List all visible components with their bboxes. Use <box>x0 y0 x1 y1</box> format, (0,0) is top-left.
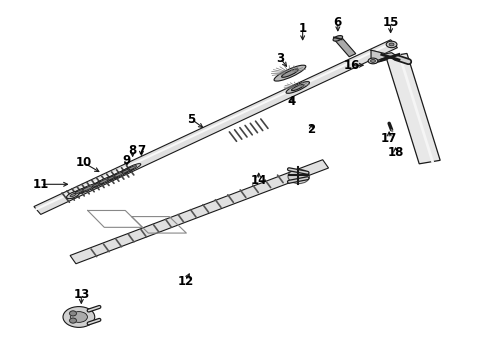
Text: 15: 15 <box>382 16 399 29</box>
Polygon shape <box>70 160 328 264</box>
Ellipse shape <box>113 172 123 177</box>
Ellipse shape <box>368 58 378 64</box>
Ellipse shape <box>77 184 97 193</box>
Ellipse shape <box>98 179 108 184</box>
Ellipse shape <box>74 190 83 194</box>
Ellipse shape <box>63 307 95 327</box>
Text: 4: 4 <box>288 95 296 108</box>
Text: 6: 6 <box>334 16 342 29</box>
Text: 11: 11 <box>33 178 49 191</box>
Polygon shape <box>335 37 356 57</box>
Text: 2: 2 <box>307 123 316 136</box>
Ellipse shape <box>122 163 141 173</box>
Ellipse shape <box>106 176 115 180</box>
Ellipse shape <box>70 193 76 197</box>
Ellipse shape <box>282 69 298 77</box>
Ellipse shape <box>286 82 310 93</box>
Ellipse shape <box>389 43 394 46</box>
Text: 5: 5 <box>187 113 196 126</box>
Ellipse shape <box>109 170 127 180</box>
Circle shape <box>70 318 76 323</box>
Ellipse shape <box>71 312 87 322</box>
Ellipse shape <box>386 41 397 48</box>
Text: 7: 7 <box>137 144 146 157</box>
Text: 13: 13 <box>73 288 90 301</box>
Ellipse shape <box>94 177 113 186</box>
Text: 12: 12 <box>177 275 194 288</box>
Polygon shape <box>386 53 440 164</box>
Ellipse shape <box>126 166 137 171</box>
Polygon shape <box>34 40 397 215</box>
Ellipse shape <box>92 183 100 187</box>
Ellipse shape <box>288 169 310 184</box>
Ellipse shape <box>117 167 134 176</box>
Ellipse shape <box>88 181 104 189</box>
Ellipse shape <box>71 188 87 196</box>
Ellipse shape <box>274 65 306 81</box>
Ellipse shape <box>82 186 93 191</box>
Ellipse shape <box>102 174 119 183</box>
Text: 17: 17 <box>381 132 397 145</box>
Text: 8: 8 <box>128 144 137 157</box>
Ellipse shape <box>121 169 130 174</box>
Ellipse shape <box>333 36 343 41</box>
Text: 3: 3 <box>276 51 284 64</box>
Text: 18: 18 <box>387 145 404 158</box>
Ellipse shape <box>370 59 375 62</box>
Text: 16: 16 <box>343 59 360 72</box>
Text: 10: 10 <box>75 156 92 169</box>
Polygon shape <box>371 50 395 62</box>
Text: 1: 1 <box>298 22 307 35</box>
Text: 14: 14 <box>250 174 267 186</box>
Circle shape <box>70 311 76 316</box>
Text: 9: 9 <box>122 154 131 167</box>
Ellipse shape <box>67 192 79 199</box>
Ellipse shape <box>292 84 304 91</box>
